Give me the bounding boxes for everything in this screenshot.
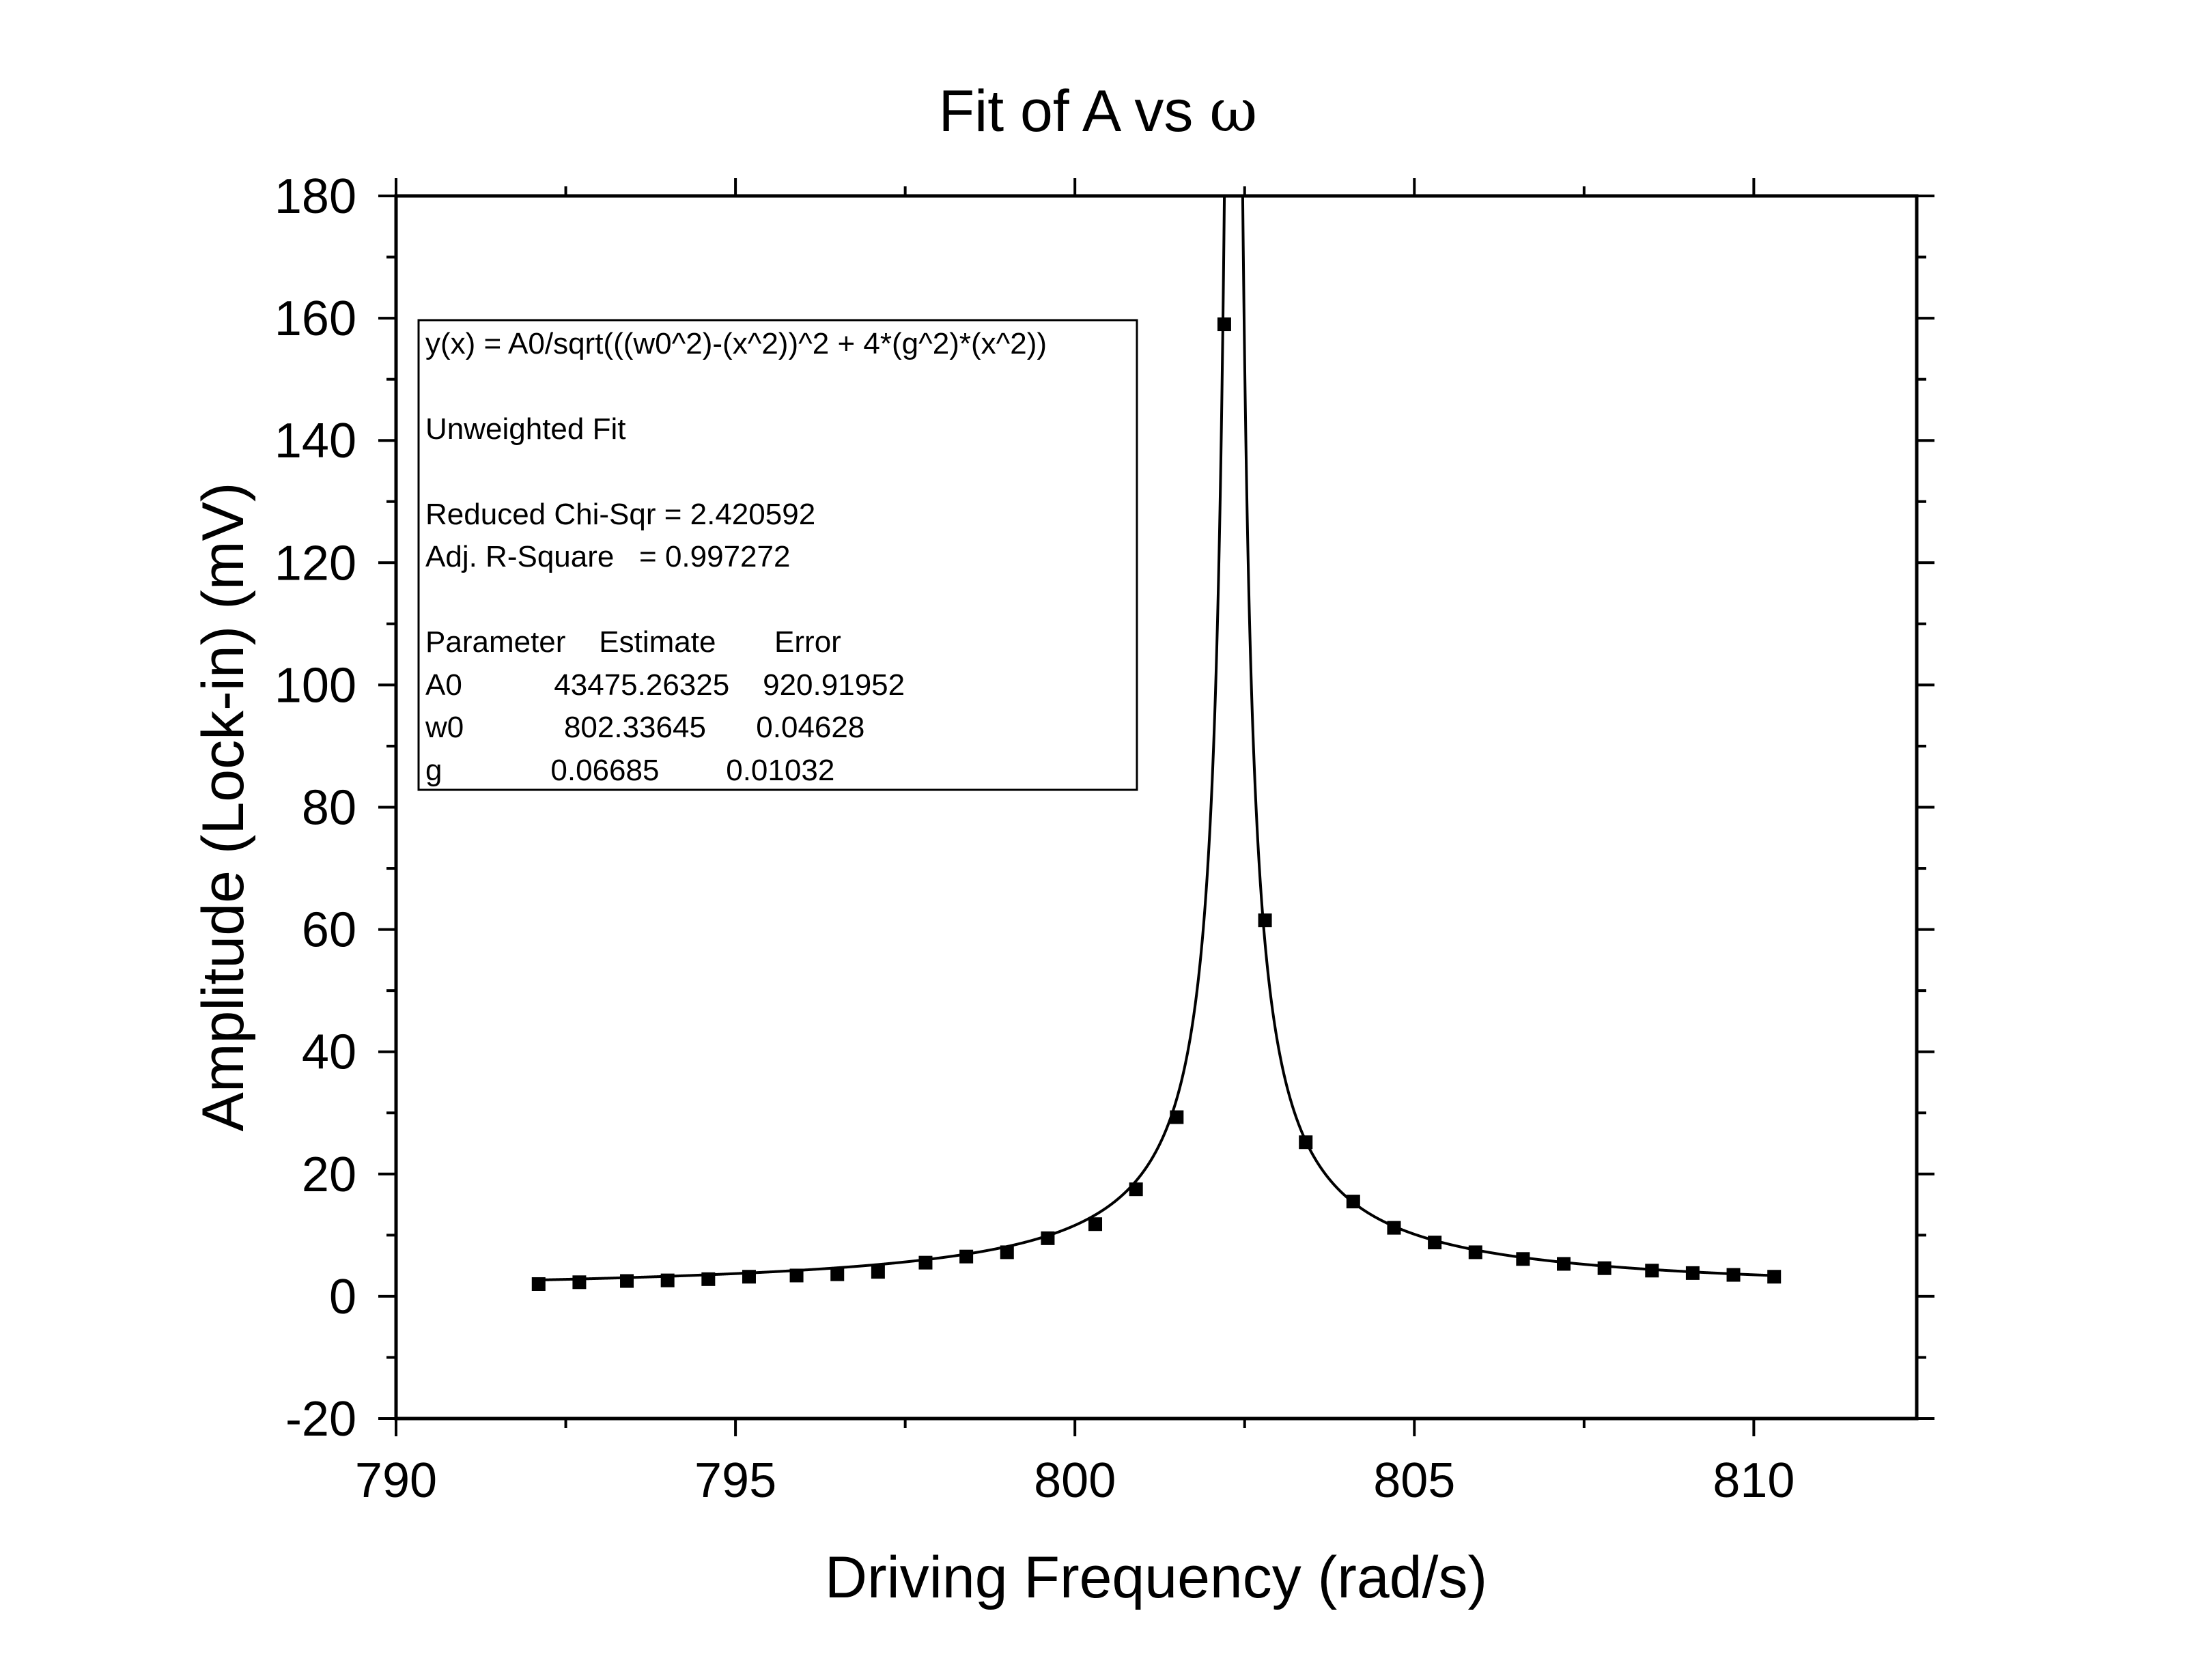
fit-info-line: g 0.06685 0.01032 bbox=[425, 754, 834, 787]
data-point bbox=[871, 1265, 885, 1279]
data-point bbox=[830, 1267, 845, 1281]
data-point bbox=[701, 1272, 716, 1286]
data-point bbox=[959, 1249, 974, 1264]
y-axis-label: Amplitude (Lock-in) (mV) bbox=[191, 483, 256, 1132]
data-point bbox=[1387, 1221, 1401, 1235]
axes: 790 795 800 805 810 -20 0 20 40 60 80 100 120 140 160 1… bbox=[274, 169, 1934, 1508]
fit-info-text: y(x) = A0/sqrt(((w0^2)-(x^2))^2 + 4*(g^2… bbox=[0, 0, 1164, 787]
x-tick-label: 805 bbox=[1373, 1453, 1455, 1508]
y-tick-label: 80 bbox=[302, 781, 356, 836]
data-point bbox=[1088, 1217, 1103, 1231]
data-point bbox=[1767, 1270, 1782, 1284]
data-point bbox=[1685, 1266, 1700, 1280]
data-point bbox=[1726, 1268, 1741, 1282]
data-point bbox=[1597, 1261, 1611, 1275]
fit-info-line: Parameter Estimate Error bbox=[425, 625, 841, 659]
data-point bbox=[1170, 1110, 1184, 1124]
y-tick-label: 0 bbox=[329, 1270, 356, 1324]
y-tick-label: 60 bbox=[302, 903, 356, 958]
x-tick-label: 790 bbox=[355, 1453, 437, 1508]
data-point bbox=[572, 1275, 587, 1290]
data-point bbox=[1516, 1252, 1530, 1266]
data-point bbox=[1428, 1236, 1442, 1250]
data-point bbox=[789, 1268, 804, 1283]
x-tick-label: 800 bbox=[1034, 1453, 1116, 1508]
y-tick-label: 140 bbox=[274, 414, 356, 468]
data-point bbox=[1217, 317, 1231, 332]
y-tick-label: 100 bbox=[274, 658, 356, 713]
data-point bbox=[1346, 1195, 1360, 1209]
fit-info-line: y(x) = A0/sqrt(((w0^2)-(x^2))^2 + 4*(g^2… bbox=[425, 327, 1047, 360]
plot-area bbox=[531, 196, 1782, 1291]
data-point bbox=[620, 1274, 634, 1288]
data-point bbox=[1129, 1182, 1143, 1197]
data-point bbox=[918, 1255, 933, 1270]
fit-info-line: Unweighted Fit bbox=[425, 412, 625, 446]
x-tick-label: 795 bbox=[694, 1453, 776, 1508]
fit-info-line: Reduced Chi-Sqr = 2.420592 bbox=[425, 498, 815, 531]
chart-title-omega: ω bbox=[1209, 77, 1257, 145]
chart-title: Fit of A vs ω bbox=[939, 77, 1258, 145]
data-point bbox=[1468, 1245, 1482, 1259]
data-point bbox=[1299, 1135, 1313, 1150]
fit-info-box: y(x) = A0/sqrt(((w0^2)-(x^2))^2 + 4*(g^2… bbox=[0, 0, 1164, 791]
data-point bbox=[660, 1273, 675, 1287]
x-tick-label: 810 bbox=[1713, 1453, 1794, 1508]
y-tick-label: 40 bbox=[302, 1025, 356, 1080]
fit-info-line: w0 802.33645 0.04628 bbox=[425, 711, 864, 744]
y-tick-label: 120 bbox=[274, 536, 356, 590]
data-point bbox=[1557, 1257, 1571, 1271]
y-tick-label: 20 bbox=[302, 1148, 356, 1202]
chart-title-text: Fit of A vs bbox=[939, 79, 1210, 144]
fit-info-frame bbox=[417, 319, 1138, 791]
data-point bbox=[742, 1270, 756, 1284]
fit-info-line: A0 43475.26325 920.91952 bbox=[425, 668, 905, 702]
x-axis-label: Driving Frequency (rad/s) bbox=[825, 1545, 1487, 1610]
data-point bbox=[1041, 1231, 1055, 1245]
y-tick-label: 180 bbox=[274, 169, 356, 224]
fit-info-line: Adj. R-Square = 0.997272 bbox=[425, 540, 790, 573]
y-tick-label: -20 bbox=[285, 1392, 356, 1447]
data-point bbox=[1645, 1264, 1659, 1278]
data-point bbox=[1258, 913, 1272, 928]
data-point bbox=[1000, 1245, 1014, 1259]
y-tick-label: 160 bbox=[274, 291, 356, 346]
data-point bbox=[531, 1277, 546, 1291]
